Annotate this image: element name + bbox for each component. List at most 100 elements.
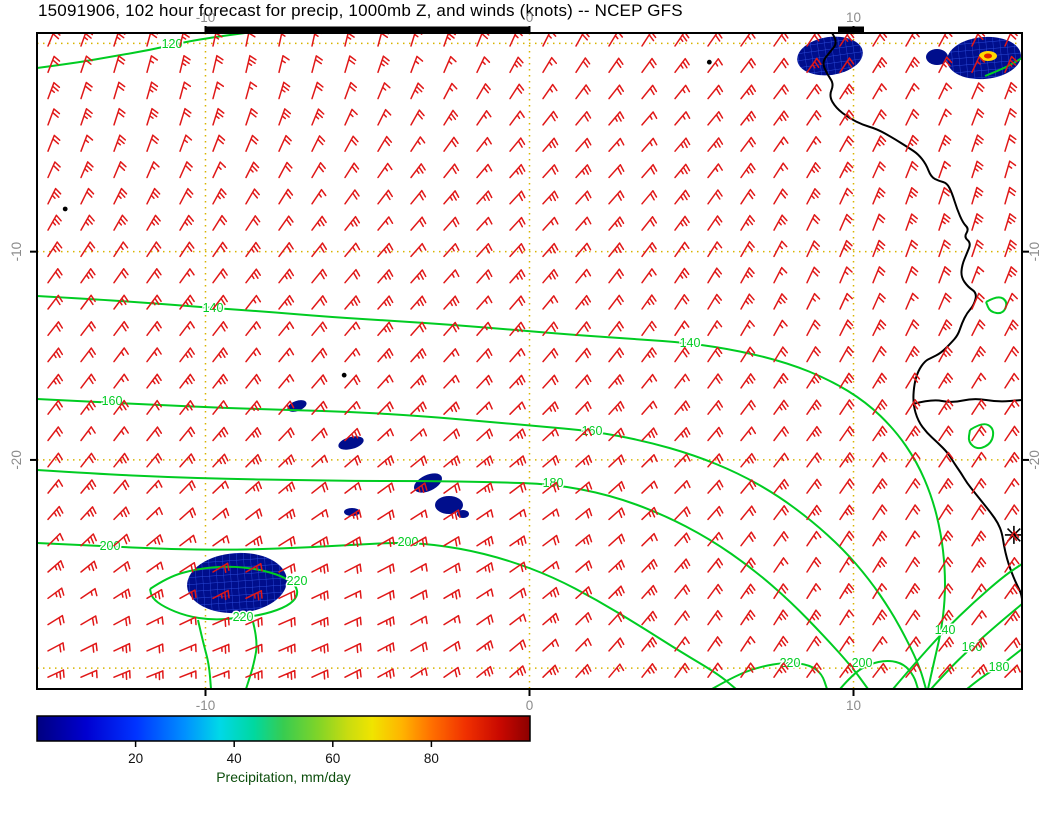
- wind-barb: [872, 372, 888, 389]
- wind-barb: [179, 400, 195, 415]
- wind-barb: [872, 319, 887, 337]
- wind-barb: [773, 240, 788, 258]
- wind-barb: [443, 82, 458, 100]
- wind-barb: [278, 454, 295, 468]
- wind-barb: [344, 55, 357, 74]
- wind-barb: [905, 636, 921, 652]
- wind-barb: [872, 83, 887, 100]
- wind-barb: [872, 530, 888, 547]
- wind-barb: [80, 399, 96, 415]
- wind-barb: [278, 400, 295, 415]
- wind-barb: [575, 401, 592, 415]
- wind-barb: [773, 426, 789, 442]
- wind-barb: [410, 136, 426, 152]
- wind-barb: [278, 294, 295, 310]
- wind-barb: [575, 111, 592, 126]
- wind-barb: [311, 81, 324, 100]
- contour-label: 200: [100, 539, 121, 553]
- wind-barb: [113, 452, 130, 468]
- contour-180: [37, 469, 869, 689]
- wind-barb: [443, 55, 457, 74]
- wind-barb: [47, 560, 65, 573]
- wind-barb: [773, 84, 789, 100]
- wind-barb: [146, 506, 163, 521]
- wind-barb: [806, 83, 822, 100]
- wind-barb: [542, 455, 560, 468]
- colorbar-ticks: 20 40 60 80: [128, 741, 439, 766]
- wind-barb: [971, 583, 987, 600]
- wind-barb: [839, 556, 855, 573]
- wind-barb: [575, 294, 592, 310]
- wind-barb: [311, 188, 327, 205]
- wind-barb: [608, 427, 625, 442]
- wind-barb: [740, 240, 755, 258]
- wind-barb: [212, 134, 226, 152]
- wind-barb: [740, 110, 757, 126]
- wind-barb: [839, 135, 854, 152]
- wind-barb: [344, 295, 361, 310]
- wind-barb: [476, 535, 494, 547]
- wind-barb: [707, 58, 723, 74]
- wind-barb: [641, 532, 658, 547]
- wind-barb: [146, 214, 161, 231]
- wind-barb: [938, 451, 954, 468]
- wind-barb: [344, 536, 362, 547]
- wind-barb: [509, 374, 526, 389]
- wind-barb: [938, 636, 954, 652]
- wind-barb: [344, 215, 361, 231]
- wind-barb: [905, 504, 921, 521]
- wind-barb: [608, 294, 624, 310]
- wind-barb: [674, 137, 691, 152]
- wind-barb: [971, 530, 987, 547]
- wind-barb: [542, 295, 559, 310]
- wind-barb: [278, 669, 296, 680]
- contour-label: 220: [287, 574, 308, 588]
- wind-barb: [410, 536, 428, 547]
- wind-barb: [278, 161, 293, 179]
- wind-barb: [575, 427, 592, 442]
- wind-barb: [674, 84, 691, 100]
- wind-barb: [509, 137, 526, 152]
- wind-barb: [443, 401, 460, 415]
- wind-barb: [443, 428, 461, 442]
- wind-barb: [542, 428, 559, 442]
- wind-barb: [278, 563, 296, 574]
- x-tick-label-bottom: 0: [526, 698, 534, 713]
- wind-barb: [938, 213, 951, 231]
- wind-barb: [1004, 160, 1017, 179]
- wind-barb: [641, 400, 658, 415]
- wind-barb: [80, 55, 93, 74]
- wind-barb: [1004, 664, 1021, 678]
- wind-barb: [47, 161, 61, 179]
- wind-barb: [707, 557, 724, 573]
- wind-barb: [113, 588, 131, 600]
- wind-barb: [872, 292, 886, 310]
- wind-barb: [113, 642, 131, 654]
- wind-barb: [212, 453, 229, 468]
- wind-barb: [806, 188, 821, 205]
- wind-barb: [377, 189, 393, 205]
- wind-barb: [278, 427, 295, 442]
- wind-barb: [806, 478, 822, 494]
- wind-barb: [245, 134, 259, 152]
- wind-barb: [839, 452, 855, 468]
- wind-barb: [212, 426, 229, 442]
- wind-barb: [707, 320, 723, 337]
- wind-barb: [146, 426, 163, 442]
- wind-barb: [278, 55, 290, 74]
- wind-barb: [311, 162, 326, 179]
- wind-barb: [971, 266, 985, 284]
- wind-barb: [608, 164, 625, 179]
- precip-blob: [797, 36, 863, 76]
- wind-barb: [938, 504, 954, 521]
- wind-barb: [377, 135, 393, 152]
- wind-barb: [410, 321, 427, 337]
- wind-barb: [476, 136, 492, 152]
- wind-barb: [476, 348, 493, 363]
- wind-barb: [773, 478, 789, 494]
- wind-barb: [509, 665, 527, 678]
- wind-barb: [707, 373, 723, 389]
- wind-barb: [806, 240, 821, 258]
- x-tick-label-top: -10: [196, 10, 216, 25]
- wind-barb: [80, 134, 94, 152]
